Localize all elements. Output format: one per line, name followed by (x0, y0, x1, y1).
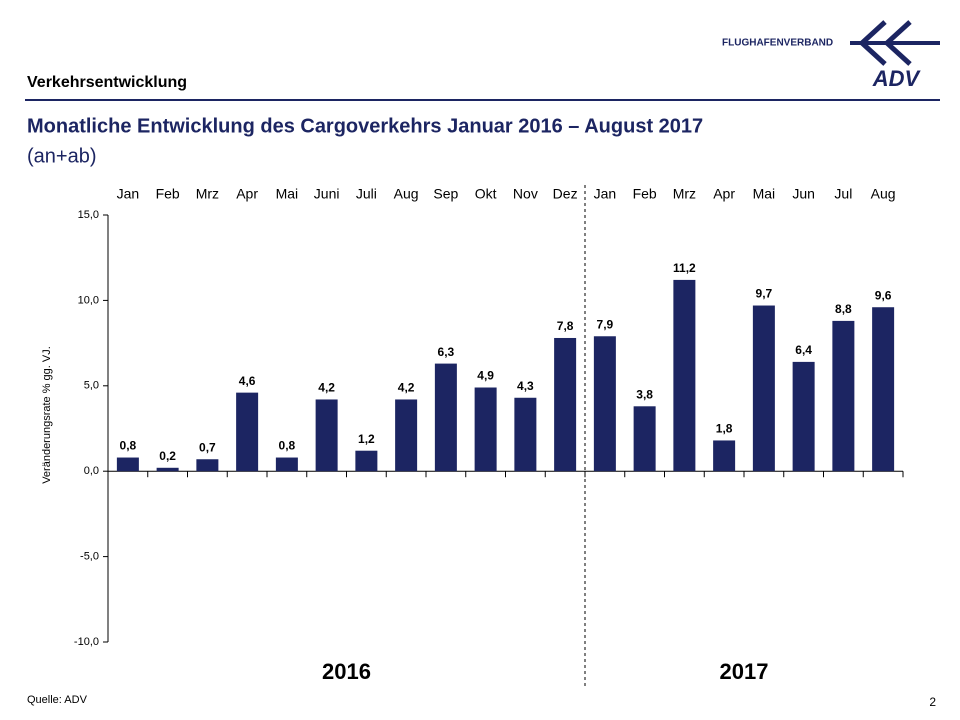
value-label: 9,7 (756, 287, 773, 301)
x-tick-label: Dez (553, 186, 578, 202)
bar (236, 392, 259, 472)
value-label: 0,2 (159, 449, 176, 463)
bar (633, 406, 656, 472)
x-tick-label: Mai (753, 186, 776, 202)
section-title: Verkehrsentwicklung (27, 74, 187, 91)
x-tick-label: Jun (792, 186, 815, 202)
group-label: 2017 (720, 659, 769, 684)
value-label: 1,2 (358, 432, 375, 446)
bar (156, 467, 179, 472)
logo-text: FLUGHAFENVERBAND (722, 38, 833, 49)
x-tick-label: Jan (117, 186, 140, 202)
value-label: 1,8 (716, 422, 733, 436)
bar (593, 336, 616, 472)
x-tick-label: Mrz (196, 186, 219, 202)
y-tick-label: 0,0 (84, 465, 99, 477)
value-label: 4,6 (239, 374, 256, 388)
y-tick-label: 10,0 (78, 294, 99, 306)
bar (355, 450, 378, 472)
value-label: 6,4 (795, 343, 812, 357)
bar (792, 361, 815, 472)
value-label: 0,8 (120, 439, 137, 453)
bar (554, 337, 577, 472)
value-label: 0,7 (199, 440, 216, 454)
value-label: 4,3 (517, 379, 534, 393)
value-label: 4,9 (477, 369, 494, 383)
y-tick-label: -10,0 (74, 636, 99, 648)
value-label: 7,9 (597, 317, 614, 331)
value-label: 3,8 (636, 387, 653, 401)
value-label: 8,8 (835, 302, 852, 316)
bar (275, 457, 298, 472)
source: Quelle: ADV (27, 694, 88, 706)
bar (474, 387, 497, 472)
x-tick-label: Jan (594, 186, 617, 202)
value-label: 7,8 (557, 319, 574, 333)
y-tick-label: 5,0 (84, 380, 99, 392)
group-label: 2016 (322, 659, 371, 684)
y-axis-label: Veränderungsrate % gg. VJ. (41, 346, 53, 484)
value-label: 0,8 (279, 439, 296, 453)
x-tick-label: Mrz (673, 186, 696, 202)
x-tick-label: Jul (834, 186, 852, 202)
x-tick-label: Feb (633, 186, 657, 202)
x-tick-label: Nov (513, 186, 538, 202)
y-tick-label: 15,0 (78, 209, 99, 221)
x-tick-label: Feb (156, 186, 180, 202)
bar (116, 457, 139, 472)
logo-chevrons (850, 20, 940, 66)
bar (514, 397, 537, 472)
value-label: 4,2 (318, 381, 335, 395)
x-tick-label: Juli (356, 186, 377, 202)
x-tick-label: Apr (713, 186, 735, 202)
bar (713, 440, 736, 472)
x-tick-label: Aug (394, 186, 419, 202)
bar (434, 363, 457, 472)
x-tick-label: Aug (871, 186, 896, 202)
bar (315, 399, 338, 472)
logo-mark: ADV (872, 66, 922, 91)
x-tick-label: Juni (314, 186, 340, 202)
x-tick-label: Mai (276, 186, 299, 202)
x-tick-label: Sep (433, 186, 458, 202)
x-tick-label: Apr (236, 186, 258, 202)
page-number: 2 (929, 695, 936, 709)
bar (872, 307, 895, 472)
value-label: 11,2 (673, 261, 696, 275)
chart-subtitle: (an+ab) (27, 145, 97, 167)
value-label: 9,6 (875, 288, 892, 302)
y-tick-label: -5,0 (80, 551, 99, 563)
bar (832, 320, 855, 472)
bar (752, 305, 775, 472)
bar (673, 279, 696, 472)
bar (395, 399, 418, 472)
chart-title: Monatliche Entwicklung des Cargoverkehrs… (27, 115, 703, 137)
value-label: 4,2 (398, 381, 415, 395)
bar (196, 459, 219, 472)
value-label: 6,3 (438, 345, 455, 359)
x-tick-label: Okt (475, 186, 497, 202)
